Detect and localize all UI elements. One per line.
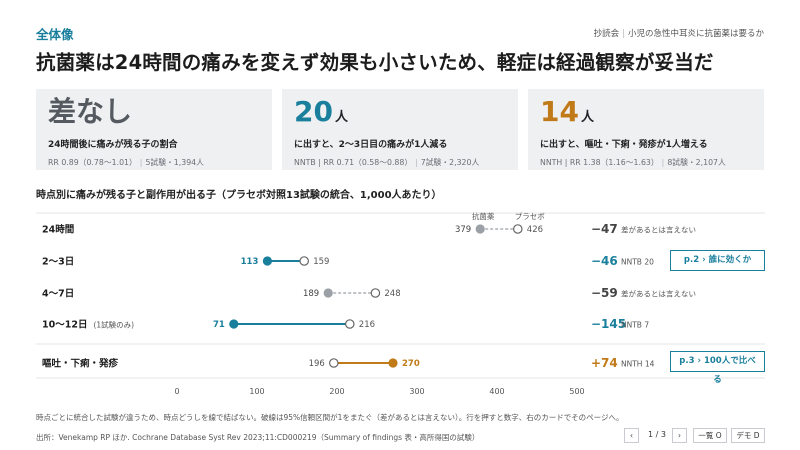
antibiotic-dot <box>229 319 239 329</box>
difference-note: 差があるとは言えない <box>621 225 696 235</box>
breadcrumb-item: 抄読会 <box>593 29 620 39</box>
page-indicator: 1 / 3 <box>648 430 666 439</box>
card-unit: 人 <box>334 110 348 125</box>
placebo-value-label: 426 <box>527 225 543 235</box>
meta-divider: | <box>661 158 665 167</box>
placebo-dot <box>370 288 381 298</box>
x-tick-label: 300 <box>409 387 424 396</box>
placebo-value-label: 159 <box>313 257 329 267</box>
difference-value: −145 <box>591 317 626 331</box>
row-label: 24時間 <box>42 224 74 236</box>
card-meta-stat: NNTB | RR 0.71（0.58〜0.88） <box>294 158 413 167</box>
page-3-link-button[interactable]: p.3 › 100人で比べる <box>670 351 765 385</box>
demo-button[interactable]: デモ D <box>731 428 765 443</box>
meta-divider: | <box>415 158 418 167</box>
breadcrumb-separator: | <box>622 29 625 39</box>
placebo-dot <box>344 319 355 329</box>
card-meta-trials: 8試験・2,107人 <box>667 158 726 167</box>
difference-value: +74 <box>591 356 618 370</box>
x-tick-label: 500 <box>569 387 584 396</box>
page-2-link-button[interactable]: p.2 › 誰に効くか <box>670 250 765 271</box>
legend-antibiotic-label: 抗菌薬 <box>472 211 495 221</box>
placebo-dot <box>512 224 523 234</box>
chart-row[interactable] <box>36 215 656 243</box>
meta-divider: | <box>139 158 143 167</box>
row-label: 2〜3日 <box>42 257 74 268</box>
footnote: 時点ごとに統合した試験が違うため、時点どうしを線で結ばない。破線は95%信頼区間… <box>36 413 624 422</box>
chart-row[interactable] <box>36 247 656 275</box>
antibiotic-dot <box>388 358 398 368</box>
difference-value: −59 <box>591 286 618 300</box>
summary-card-24h[interactable]: 差なし 24時間後に痛みが残る子の割合 RR 0.89（0.78〜1.01） | 5… <box>36 89 272 170</box>
card-description: に出すと、嘔吐・下痢・発疹が1人増える <box>540 140 708 150</box>
next-page-button[interactable]: › <box>672 428 687 443</box>
difference-note: NNTH 14 <box>621 360 655 369</box>
antibiotic-value-label: 379 <box>455 225 471 235</box>
card-number: 20 <box>294 95 333 128</box>
antibiotic-dot <box>475 224 485 234</box>
card-unit: 人 <box>580 110 594 125</box>
card-number: 差なし <box>48 95 133 128</box>
antibiotic-value-label: 71 <box>213 320 225 330</box>
card-meta-trials: 7試験・2,320人 <box>420 158 480 167</box>
card-number: 14 <box>540 95 579 128</box>
breadcrumb: 抄読会 | 小児の急性中耳炎に抗菌薬は要るか <box>594 27 764 39</box>
row-label: 嘔吐・下痢・発疹 <box>42 358 119 370</box>
card-meta-trials: 5試験・1,394人 <box>145 158 204 167</box>
difference-note: 差があるとは言えない <box>621 289 696 299</box>
card-big-value: 14 人 <box>540 97 752 129</box>
placebo-value-label: 216 <box>359 320 375 330</box>
card-description: に出すと、2〜3日目の痛みが1人減る <box>294 140 448 150</box>
breadcrumb-item: 小児の急性中耳炎に抗菌薬は要るか <box>627 29 764 39</box>
antibiotic-value-label: 189 <box>303 289 319 299</box>
summary-card-nntb[interactable]: 20 人 に出すと、2〜3日目の痛みが1人減る NNTB | RR 0.71（0.… <box>282 89 518 170</box>
antibiotic-dot <box>323 288 333 298</box>
card-big-value: 20 人 <box>294 97 506 129</box>
placebo-dot <box>299 256 309 266</box>
page-title: 抗菌薬は24時間の痛みを変えず効果も小さいため、軽症は経過観察が妥当だ <box>36 51 714 74</box>
card-meta: NNTB | RR 0.71（0.58〜0.88） | 7試験・2,320人 <box>294 157 506 168</box>
x-tick-label: 200 <box>329 387 344 396</box>
card-meta: RR 0.89（0.78〜1.01） | 5試験・1,394人 <box>48 157 260 168</box>
card-description: 24時間後に痛みが残る子の割合 <box>48 140 178 150</box>
card-meta: NNTH | RR 1.38（1.16〜1.63） | 8試験・2,107人 <box>540 157 752 168</box>
difference-note: NNTB 20 <box>621 258 654 267</box>
summary-card-nnth[interactable]: 14 人 に出すと、嘔吐・下痢・発疹が1人増える NNTH | RR 1.38（1… <box>528 89 764 170</box>
difference-value: −47 <box>591 222 618 236</box>
card-meta-stat: RR 0.89（0.78〜1.01） <box>48 158 137 167</box>
placebo-value-label: 196 <box>309 359 325 369</box>
x-tick-label: 400 <box>489 387 504 396</box>
prev-page-button[interactable]: ‹ <box>624 428 639 443</box>
card-meta-stat: NNTH | RR 1.38（1.16〜1.63） <box>540 158 659 167</box>
antibiotic-value-label: 113 <box>241 257 259 267</box>
x-tick-label: 0 <box>174 387 179 396</box>
antibiotic-dot <box>262 256 272 266</box>
difference-value: −46 <box>591 254 618 268</box>
section-label: 全体像 <box>36 27 74 42</box>
chart-title: 時点別に痛みが残る子と副作用が出る子（プラセボ対照13試験の統合、1,000人あ… <box>36 190 442 201</box>
row-note: (1試験のみ) <box>93 320 134 330</box>
overview-button[interactable]: 一覧 O <box>693 428 727 443</box>
difference-note: NNTB 7 <box>621 321 649 330</box>
antibiotic-value-label: 270 <box>402 359 420 369</box>
placebo-value-label: 248 <box>384 289 400 299</box>
x-tick-label: 100 <box>249 387 264 396</box>
source-citation: 出所：Venekamp RP ほか. Cochrane Database Sys… <box>36 433 480 442</box>
card-big-value: 差なし <box>48 97 260 129</box>
placebo-dot <box>328 358 339 368</box>
legend-placebo-label: プラセボ <box>515 212 545 221</box>
row-label: 4〜7日 <box>42 289 74 300</box>
